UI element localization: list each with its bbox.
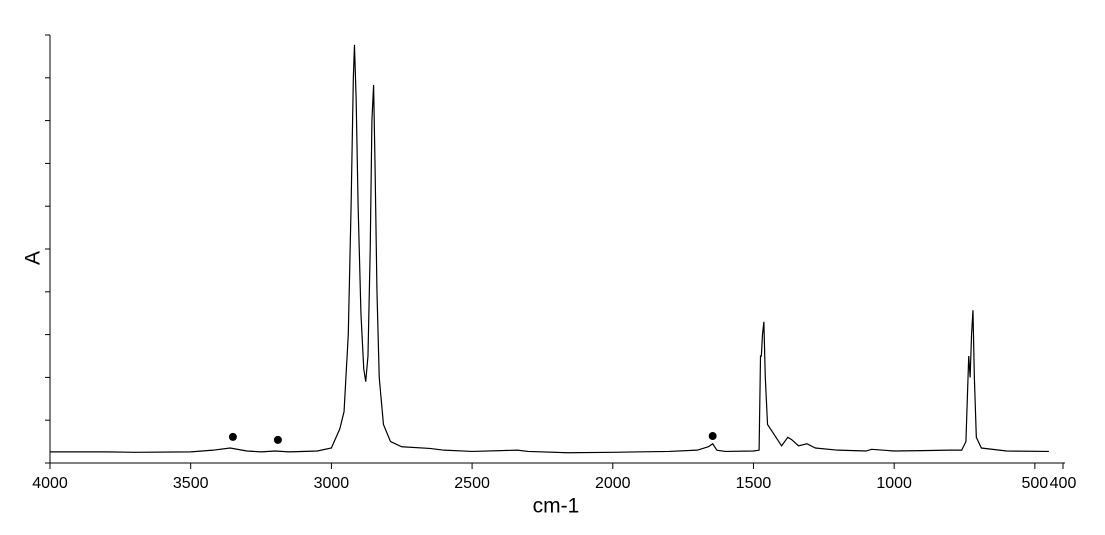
x-tick-label: 2000 [595, 475, 631, 492]
x-tick-label: 1500 [736, 475, 772, 492]
marker-dot [273, 435, 282, 444]
x-tick-label: 4000 [32, 475, 68, 492]
x-tick-label: 2500 [454, 475, 490, 492]
x-tick-label: 3500 [173, 475, 209, 492]
marker-dot [228, 432, 237, 441]
marker-dot [708, 432, 717, 441]
spectrum-line [50, 44, 1049, 454]
x-tick-label: 500 [1022, 475, 1049, 492]
y-axis-label: A [22, 251, 45, 265]
x-tick-label: 3000 [314, 475, 350, 492]
x-tick-label: 400 [1050, 475, 1077, 492]
x-tick-label: 1000 [876, 475, 912, 492]
x-axis-label: cm-1 [533, 495, 580, 518]
